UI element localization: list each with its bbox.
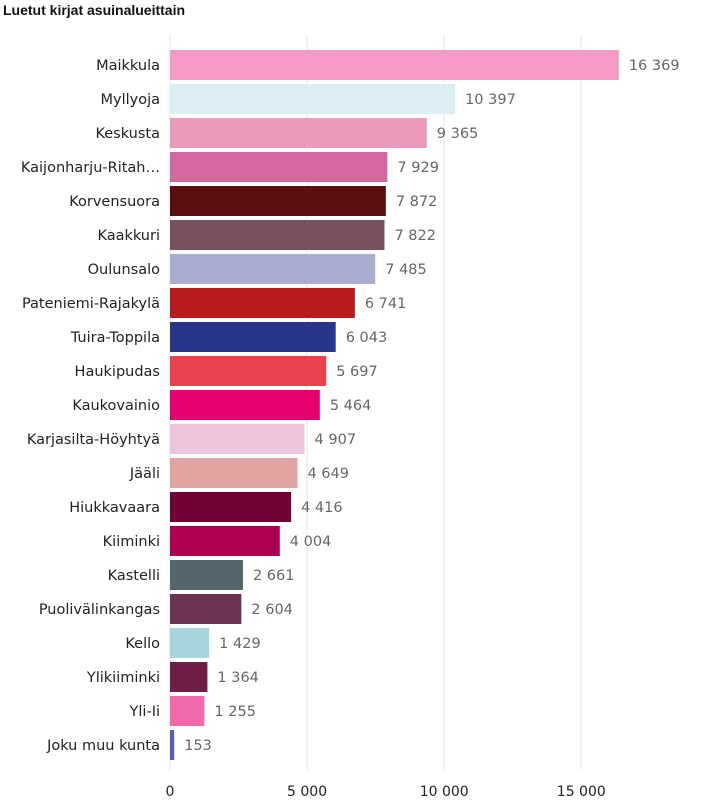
category-label: Pateniemi-Rajakylä (22, 296, 160, 312)
chart-title: Luetut kirjat asuinalueittain (3, 2, 186, 18)
data-label: 2 604 (251, 602, 293, 618)
x-tick-label: 5 000 (287, 784, 327, 800)
category-label: Hiukkavaara (69, 500, 160, 516)
bar (170, 526, 280, 556)
category-label: Jääli (129, 466, 160, 482)
category-label: Kaakkuri (97, 228, 160, 244)
bar (170, 560, 243, 590)
bar (170, 50, 619, 80)
data-label: 4 416 (301, 500, 343, 516)
bar (170, 254, 376, 284)
bar (170, 628, 210, 658)
data-label: 2 661 (253, 568, 295, 584)
data-label: 7 485 (385, 262, 427, 278)
bar (170, 118, 427, 148)
x-tick-label: 10 000 (420, 784, 469, 800)
category-label: Oulunsalo (88, 262, 160, 278)
bar (170, 390, 320, 420)
bar (170, 288, 355, 318)
data-label: 4 907 (315, 432, 357, 448)
data-label: 7 929 (397, 160, 439, 176)
data-label: 4 649 (307, 466, 349, 482)
data-label: 7 872 (396, 194, 438, 210)
category-label: Kiiminki (103, 534, 160, 550)
bar (170, 696, 205, 726)
data-label: 16 369 (629, 58, 680, 74)
category-label: Maikkula (96, 58, 160, 74)
data-label: 5 697 (336, 364, 378, 380)
category-label: Haukipudas (75, 364, 160, 380)
data-label: 6 043 (346, 330, 388, 346)
category-label: Ylikiiminki (86, 670, 160, 686)
bar (170, 186, 386, 216)
category-label: Kaukovainio (72, 398, 160, 414)
bar (170, 356, 327, 386)
category-label: Puolivälinkangas (39, 602, 160, 618)
bar (170, 594, 242, 624)
bar (170, 424, 305, 454)
category-label: Korvensuora (69, 194, 160, 210)
category-label: Kello (125, 636, 160, 652)
category-label: Kastelli (108, 568, 160, 584)
x-tick-label: 0 (166, 784, 175, 800)
data-label: 7 822 (394, 228, 436, 244)
bar (170, 152, 388, 182)
category-label: Yli-Ii (129, 704, 160, 720)
category-label: Tuira-Toppila (70, 330, 160, 346)
category-label: Karjasilta-Höyhtyä (27, 432, 160, 448)
data-label: 9 365 (437, 126, 479, 142)
bar (170, 220, 385, 250)
data-label: 153 (184, 738, 212, 754)
bar (170, 84, 456, 114)
data-label: 4 004 (290, 534, 332, 550)
x-tick-label: 15 000 (557, 784, 606, 800)
category-label: Kaijonharju-Ritah… (21, 160, 160, 176)
category-label: Myllyoja (100, 92, 160, 108)
bar (170, 458, 298, 488)
category-label: Keskusta (95, 126, 160, 142)
bar (170, 662, 208, 692)
category-label: Joku muu kunta (46, 738, 160, 754)
data-label: 5 464 (330, 398, 372, 414)
data-label: 1 364 (217, 670, 259, 686)
data-label: 1 255 (214, 704, 256, 720)
data-label: 1 429 (219, 636, 261, 652)
bar (170, 730, 175, 760)
bar (170, 492, 292, 522)
bar (170, 322, 336, 352)
data-label: 10 397 (465, 92, 516, 108)
data-label: 6 741 (365, 296, 407, 312)
